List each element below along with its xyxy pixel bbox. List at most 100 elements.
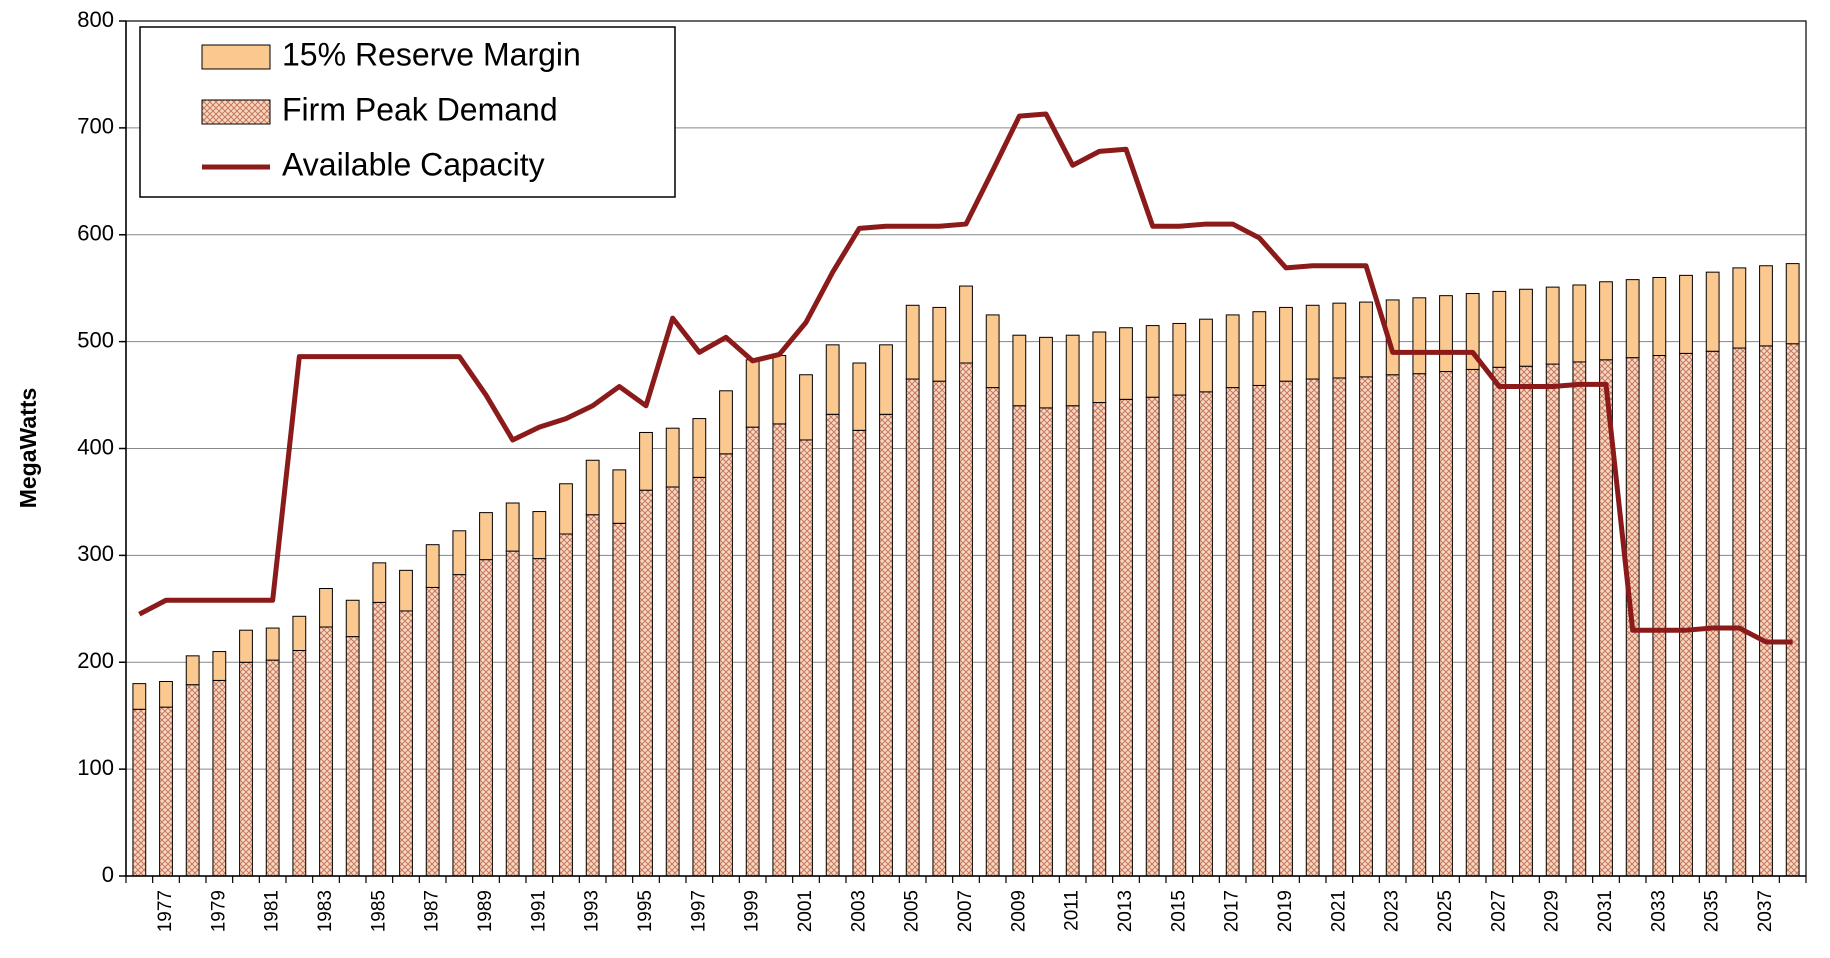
bar [585,459,600,516]
y-tick-label: 500 [77,327,114,352]
bar [1785,343,1800,877]
bar [985,387,1000,877]
bar [159,680,173,708]
bar [639,489,653,877]
bar [265,659,280,877]
bar [425,586,440,877]
bar [772,355,787,425]
bar [879,413,893,877]
bar [879,344,893,415]
bar [399,610,413,877]
bar [825,344,840,415]
x-tick-label: 2007 [955,890,976,932]
bar [1092,402,1107,877]
bar [1225,314,1240,389]
x-tick-label: 2031 [1595,890,1616,932]
x-tick-label: 2001 [795,890,816,932]
x-tick-label: 1977 [155,890,176,932]
bar [239,629,253,663]
bar [1679,352,1693,877]
y-tick-label: 0 [102,862,114,887]
x-tick-label: 2033 [1648,890,1669,932]
bar [1119,398,1133,877]
bar [479,512,493,561]
bar [185,684,200,877]
bar [1759,265,1773,347]
bar [1385,374,1400,877]
bar [1039,336,1053,409]
bar [1572,361,1587,877]
bar [1572,284,1587,363]
bar [1012,405,1027,877]
legend-label: 15% Reserve Margin [282,36,581,72]
bar [799,439,813,877]
bar [1252,384,1267,877]
bar [1519,365,1533,877]
bar [1785,263,1800,345]
bar [1119,327,1133,400]
bar [1199,318,1213,393]
bar [1172,322,1187,396]
bar [292,649,307,877]
bar [932,306,947,382]
x-tick-label: 1999 [742,890,763,932]
bar [1092,331,1107,404]
bar [532,558,547,877]
bar [1732,267,1747,349]
bar [1359,376,1373,877]
bar [852,362,867,431]
bar [505,550,520,877]
bar [185,655,200,686]
bar [1705,271,1720,352]
x-tick-label: 2017 [1222,890,1243,932]
bar [719,453,733,877]
bar [639,431,653,491]
bar [532,511,547,560]
x-tick-label: 2009 [1008,890,1029,932]
bar [319,626,333,877]
bar [292,615,307,651]
bar [1039,407,1053,877]
x-tick-label: 1983 [315,890,336,932]
bar [505,502,520,552]
x-tick-label: 1997 [688,890,709,932]
bar [1199,391,1213,877]
bar [692,476,707,877]
legend-swatch [201,99,271,125]
bar [239,661,253,877]
bar [159,706,173,877]
legend-label: Firm Peak Demand [282,91,558,127]
bar [1679,274,1693,354]
bar [745,426,760,877]
bar [692,418,707,478]
bar [905,304,920,380]
bar [985,314,1000,389]
bar [132,708,147,877]
bar [1332,377,1347,877]
y-tick-label: 200 [77,648,114,673]
bar [452,574,467,877]
bar [1599,281,1613,361]
bar [1305,378,1320,877]
y-tick-label: 100 [77,755,114,780]
bar [1225,387,1240,877]
bar [265,627,280,661]
x-tick-label: 1993 [582,890,603,932]
bar [772,423,787,877]
bar [1652,277,1667,357]
bar [559,483,573,535]
x-tick-label: 1995 [635,890,656,932]
x-tick-label: 2015 [1168,890,1189,932]
bar [932,380,947,877]
x-tick-label: 2023 [1382,890,1403,932]
line [138,111,1793,645]
bar [612,522,627,877]
bar [1412,297,1427,375]
bar [585,514,600,877]
bar [665,427,680,488]
bar [372,562,387,603]
x-tick-label: 2027 [1488,890,1509,932]
x-tick-label: 2003 [848,890,869,932]
